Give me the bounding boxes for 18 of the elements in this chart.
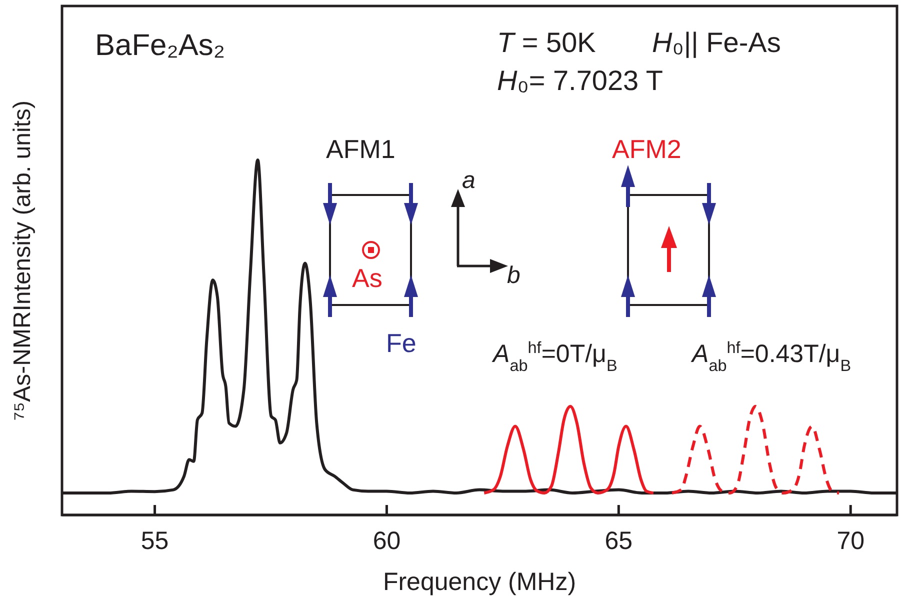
text: H₀|| Fe-As bbox=[652, 27, 781, 58]
text: BaFe₂As₂ bbox=[95, 29, 226, 62]
text: H₀= 7.7023 T bbox=[497, 65, 664, 96]
annotation: a bbox=[462, 167, 476, 194]
x-tick-label: 65 bbox=[604, 526, 633, 555]
annotation: A$_{ab}$$^{hf}$=0T/μ$_{B}$ bbox=[491, 339, 618, 375]
annotation: A$_{ab}$$^{hf}$=0.43T/μ$_{B}$ bbox=[690, 339, 852, 375]
x-tick-label: 55 bbox=[140, 526, 169, 555]
annotation: Fe bbox=[386, 328, 416, 358]
x-tick-label: 60 bbox=[372, 526, 401, 555]
x-axis-title: Frequency (MHz) bbox=[382, 568, 576, 596]
annotation: b bbox=[507, 262, 520, 289]
annotation: AFM1 bbox=[326, 134, 396, 164]
annotation: As bbox=[352, 263, 382, 293]
annotation: AFM2 bbox=[612, 134, 682, 164]
text: T = 50K bbox=[497, 27, 596, 58]
x-tick-label: 70 bbox=[836, 526, 865, 555]
y-axis-title: ⁷⁵As-NMRIntensity (arb. units) bbox=[9, 100, 36, 421]
